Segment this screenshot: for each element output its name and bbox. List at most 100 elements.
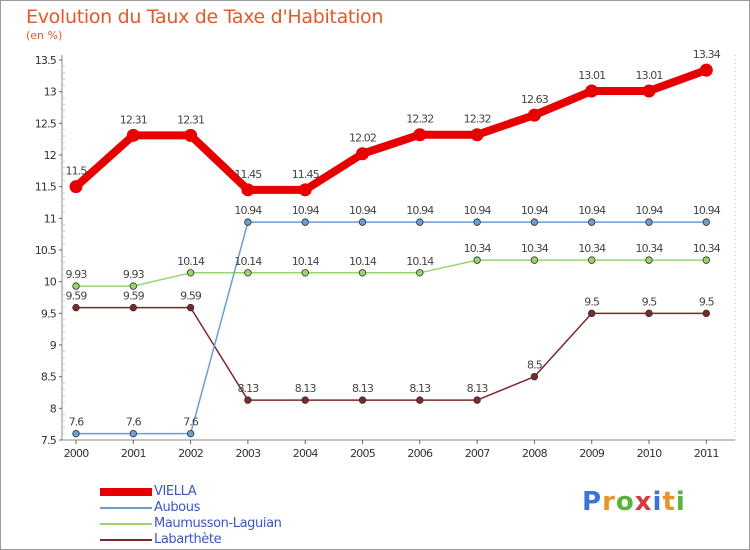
data-point-aubous	[702, 218, 710, 226]
data-label-labarthete: 9.5	[584, 295, 600, 308]
data-label-maumusson-laguian: 10.34	[464, 242, 492, 255]
legend-swatch	[100, 523, 152, 525]
data-point-aubous	[588, 218, 596, 226]
y-tick-label: 9.5	[41, 307, 57, 320]
series-line-maumusson-laguian	[75, 259, 708, 287]
y-tick-label: 13	[44, 86, 57, 99]
series-line-aubous	[75, 221, 708, 435]
data-label-aubous: 7.6	[183, 416, 199, 429]
data-label-viella: 13.34	[693, 48, 721, 61]
data-label-maumusson-laguian: 10.34	[636, 242, 664, 255]
data-label-maumusson-laguian: 10.14	[292, 255, 320, 268]
data-label-labarthete: 8.13	[237, 382, 259, 395]
data-point-aubous	[416, 218, 424, 226]
data-point-maumusson-laguian	[129, 282, 137, 290]
data-point-aubous	[645, 218, 653, 226]
data-label-viella: 11.5	[66, 165, 88, 178]
data-label-aubous: 10.94	[234, 204, 262, 217]
x-tick-label: 2001	[121, 447, 146, 460]
y-tick-label: 10.5	[35, 244, 57, 257]
data-label-maumusson-laguian: 10.14	[349, 255, 377, 268]
legend-swatch	[100, 488, 152, 496]
y-tick-label: 13.5	[35, 54, 57, 67]
data-point-labarthete	[186, 303, 195, 312]
data-point-viella	[69, 180, 83, 194]
data-point-viella	[699, 63, 713, 77]
data-point-labarthete	[416, 396, 424, 404]
data-point-labarthete	[702, 309, 710, 318]
data-point-maumusson-laguian	[186, 269, 195, 277]
data-label-maumusson-laguian: 10.14	[177, 255, 205, 268]
legend-label: Maumusson-Laguian	[154, 516, 282, 531]
x-tick-label: 2004	[293, 447, 319, 460]
data-label-viella: 13.01	[636, 69, 663, 82]
chart-data-labels: 9.59 9.59 9.59 8.13 8.13 8.13 8.13 8.13 8.5 9.5 9.…	[66, 48, 722, 429]
y-tick-label: 12	[44, 149, 56, 162]
data-label-maumusson-laguian: 10.34	[578, 242, 606, 255]
legend-label: VIELLA	[154, 484, 197, 499]
data-point-aubous	[72, 429, 80, 438]
data-point-maumusson-laguian	[645, 256, 653, 264]
x-tick-label: 2005	[350, 447, 376, 460]
data-point-labarthete	[244, 396, 252, 404]
logo-letter: x	[634, 487, 653, 517]
data-label-aubous: 10.94	[693, 204, 721, 217]
y-tick-label: 11	[44, 212, 56, 225]
data-point-maumusson-laguian	[530, 256, 539, 264]
data-label-labarthete: 9.59	[180, 290, 202, 303]
data-point-maumusson-laguian	[473, 256, 481, 264]
x-tick-label: 2003	[236, 447, 262, 460]
data-point-aubous	[530, 218, 539, 226]
series-line-viella	[72, 66, 711, 194]
logo-letter: o	[615, 487, 635, 517]
data-label-aubous: 10.94	[349, 204, 377, 217]
legend-swatch	[100, 507, 152, 509]
data-label-maumusson-laguian: 9.93	[123, 268, 145, 281]
x-tick-label: 2006	[407, 447, 433, 460]
data-label-viella: 12.63	[521, 93, 549, 106]
data-label-aubous: 10.94	[464, 204, 492, 217]
logo-letter: t	[662, 487, 676, 517]
data-point-viella	[184, 128, 198, 142]
data-label-labarthete: 8.13	[295, 382, 317, 395]
data-point-aubous	[244, 218, 252, 226]
data-point-labarthete	[129, 303, 137, 312]
data-point-maumusson-laguian	[72, 282, 80, 290]
data-label-viella: 12.32	[406, 113, 433, 126]
data-label-aubous: 10.94	[578, 204, 606, 217]
y-tick-label: 10	[44, 276, 57, 289]
data-point-viella	[126, 128, 140, 142]
y-tick-label: 8	[50, 402, 57, 415]
data-point-viella	[585, 84, 599, 98]
data-label-viella: 12.31	[120, 113, 147, 126]
data-label-maumusson-laguian: 10.34	[521, 242, 549, 255]
data-point-labarthete	[473, 396, 481, 404]
data-point-maumusson-laguian	[702, 256, 710, 264]
data-label-viella: 11.45	[292, 168, 320, 181]
logo-letter: i	[675, 487, 686, 517]
data-label-labarthete: 8.13	[352, 382, 374, 395]
data-point-labarthete	[588, 309, 596, 318]
chart-series	[69, 63, 713, 438]
data-point-labarthete	[72, 303, 80, 312]
data-label-labarthete: 9.5	[699, 295, 715, 308]
data-label-viella: 13.01	[578, 69, 605, 82]
data-label-aubous: 10.94	[521, 204, 549, 217]
legend-label: Labarthète	[154, 532, 222, 547]
data-label-aubous: 10.94	[406, 204, 434, 217]
data-label-maumusson-laguian: 9.93	[66, 268, 88, 281]
data-label-labarthete: 9.59	[66, 290, 88, 303]
x-tick-label: 2009	[579, 447, 605, 460]
data-label-labarthete: 8.13	[467, 382, 489, 395]
chart-axes: 7.5 8 8.5 9 9.5 10 10.5 11 11.5 12 12.5 13 13.5 2000 2…	[35, 54, 736, 460]
chart-title: Evolution du Taux de Taxe d'Habitation	[26, 6, 384, 28]
x-tick-label: 2002	[178, 447, 203, 460]
data-point-maumusson-laguian	[588, 256, 596, 264]
y-tick-label: 11.5	[35, 181, 57, 194]
data-label-viella: 12.31	[177, 113, 204, 126]
data-point-viella	[470, 128, 484, 142]
y-tick-label: 12.5	[35, 117, 57, 130]
data-point-maumusson-laguian	[358, 269, 367, 277]
data-point-viella	[642, 84, 656, 98]
logo-letter: i	[652, 487, 663, 517]
